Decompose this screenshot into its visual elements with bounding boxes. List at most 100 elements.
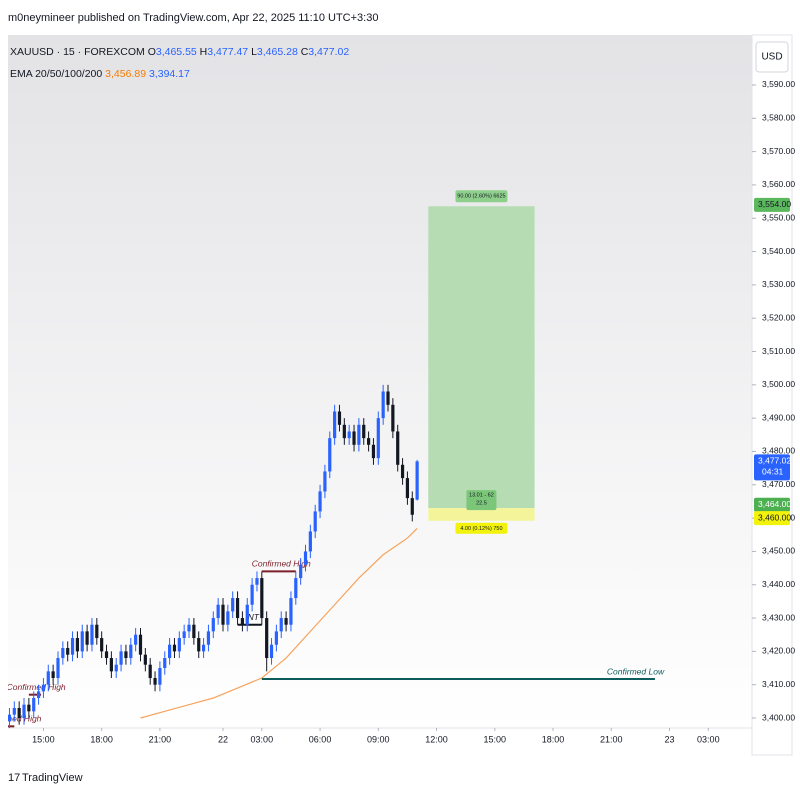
candle-body [75,638,80,652]
h: H [200,46,208,58]
level-label: Confirmed Low [607,666,665,676]
ema-line [140,528,418,719]
o: O [148,46,156,58]
candle-body [396,431,400,465]
candle-body [328,438,332,472]
y-tick-label: 3,580.00 [762,113,795,123]
stop-label: 4.00 (0.12%) 750 [460,526,502,532]
candle-body [294,578,298,599]
candle-body [143,654,147,665]
level-label: INT [245,612,260,622]
y-tick-label: 3,480.00 [762,446,795,456]
candle-body [347,431,351,439]
legend-line1: XAUUSD · 15 · FOREXCOM O3,465.55 H3,477.… [10,46,349,58]
target-label: 90.00 (2.60%) 6625 [457,194,505,200]
price-tag-label: 3,460.00 [758,512,791,522]
stop-zone [428,508,535,521]
candle-body [46,671,50,685]
candle-body [226,611,230,625]
y-tick-label: 3,430.00 [762,612,795,622]
price-tag [754,497,790,512]
candle-body [231,598,235,612]
candle-body [279,618,283,632]
plot-area [8,35,752,728]
candle-body [400,464,405,479]
entry-label-bg [466,490,497,511]
price-tag-label: 3,464.00 [758,499,791,509]
candle-body [163,658,167,669]
high: 3,477.47 [207,46,248,58]
candle-body [90,624,94,645]
currency: USD [761,52,782,63]
candle-body [138,634,143,655]
candle-body [114,664,118,672]
candle-body [124,651,128,659]
candle-body [381,391,385,419]
y-tick-label: 3,500.00 [762,379,795,389]
candle-body [206,631,211,645]
price-tag-label: 3,477.02 [758,456,791,466]
candle-body [134,634,138,645]
price-axis [751,34,793,756]
candle-body [386,391,390,405]
candle-body [260,578,264,619]
y-tick-label: 3,410.00 [762,679,795,689]
candle-body [410,498,414,515]
axes: 3,400.00 3,410.00 3,420.00 3,430.00 3,440.00… [32,79,795,744]
candle-body [8,714,12,722]
candle-body [333,411,337,439]
candle-body [235,598,240,619]
header: m0neymineer published on TradingView.com… [8,12,378,24]
candle-body [192,624,196,639]
candle-body [371,444,376,459]
y-tick-label: 3,470.00 [762,479,795,489]
y-tick-label: 3,560.00 [762,179,795,189]
candle-body [362,424,366,439]
candle-body [303,551,308,565]
y-tick-label: 3,400.00 [762,712,795,722]
y-tick-label: 3,520.00 [762,312,795,322]
footer-logo: 17 [8,772,20,784]
level-label: Confirmed High [7,682,66,692]
candle-body [299,564,303,579]
candle-body [36,691,41,699]
candle-body [357,424,361,445]
candle-body [284,618,288,625]
price-tag [754,197,790,212]
candle-body [289,598,293,625]
candle-body [405,478,410,499]
currency-box [755,41,789,73]
c: C [301,46,309,58]
entry-label: 13.01 - 62 [469,493,494,499]
candle-body [95,624,99,639]
candle-body [129,644,133,659]
candle-body [119,651,123,665]
candle-body [323,471,327,492]
candle-body [308,531,312,552]
symbol: XAUUSD · 15 · FOREXCOM [10,46,145,58]
x-tick-label: 18:00 [90,734,113,744]
candle-body [352,431,356,445]
price-tag [754,454,790,481]
ema2: 3,394.17 [149,68,190,80]
low: 3,465.28 [257,46,298,58]
y-tick-label: 3,540.00 [762,246,795,256]
candle-body [51,671,55,679]
candle-body [109,658,113,672]
x-tick-label: 12:00 [425,734,448,744]
l: L [251,46,257,58]
candle-body [80,631,84,652]
x-tick-label: 23 [664,734,674,744]
candle-body [32,698,36,712]
price-tag-label: 3,554.00 [758,199,791,209]
x-tick-label: 06:00 [309,734,332,744]
candle-body [153,678,157,685]
close: 3,477.02 [308,46,349,58]
y-tick-label: 3,440.00 [762,579,795,589]
candle-body [158,668,162,685]
candle-body [27,704,31,712]
x-tick-label: 22 [218,734,228,744]
candle-body [148,664,152,679]
open: 3,465.55 [156,46,197,58]
